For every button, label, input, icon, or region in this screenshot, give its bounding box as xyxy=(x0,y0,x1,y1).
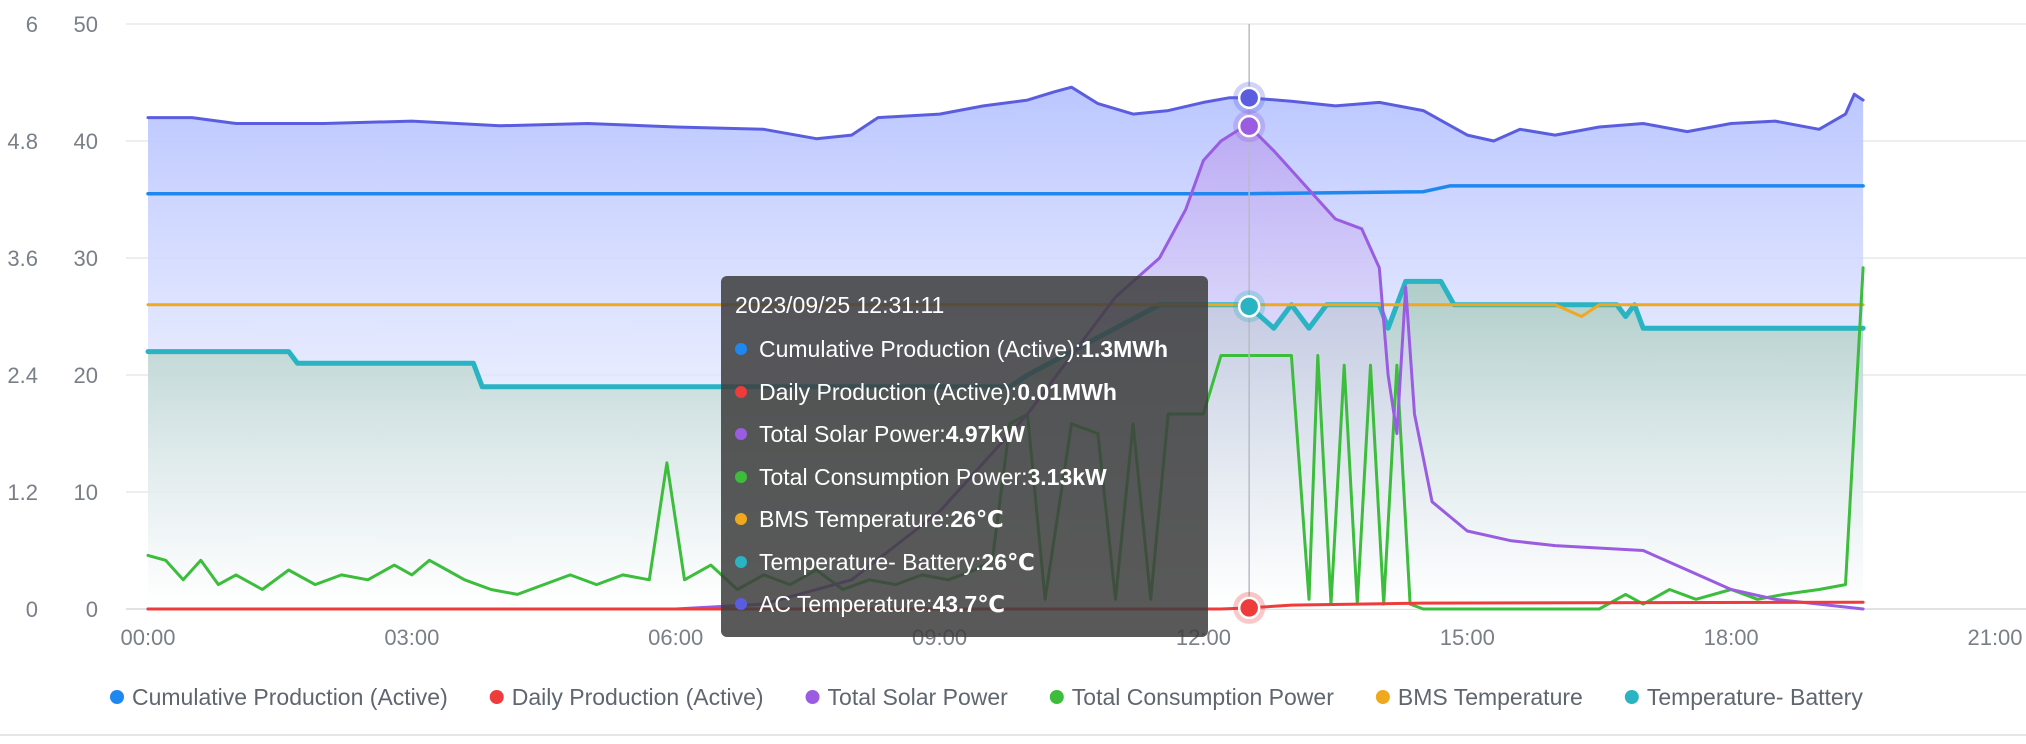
legend-item-cumulative-production-active[interactable]: Cumulative Production (Active) xyxy=(110,684,448,710)
legend-dot-icon xyxy=(805,690,820,704)
x-tick-label: 21:00 xyxy=(1967,625,2022,650)
y-left-tick-label: 4.8 xyxy=(7,129,38,154)
legend-label: Daily Production (Active) xyxy=(512,684,764,710)
tooltip-row: Daily Production (Active): 0.01MWh xyxy=(735,371,1194,414)
y-right-tick-label: 10 xyxy=(74,480,98,505)
tooltip-value: 26℃ xyxy=(981,548,1035,575)
legend-dot-icon xyxy=(1375,690,1390,704)
axes: 6 50 4.8 40 3.6 30 2.4 20 1.2 10 0 0 00:00 03:00 06:00… xyxy=(0,12,2026,736)
tooltip-dot-icon xyxy=(735,343,747,356)
tooltip-row: Total Consumption Power: 3.13kW xyxy=(735,456,1194,499)
hover-marker-total-solar-power xyxy=(1237,114,1261,138)
tooltip-rows: Cumulative Production (Active): 1.3MWh Dai… xyxy=(735,328,1194,626)
chart-tooltip: 2023/09/25 12:31:11 Cumulative Productio… xyxy=(721,276,1208,637)
legend-item-total-consumption-power[interactable]: Total Consumption Power xyxy=(1049,684,1334,710)
legend-dot-icon xyxy=(1049,690,1064,704)
series-line-cumulative-production-active xyxy=(146,184,1865,196)
y-left-tick-label: 3.6 xyxy=(7,246,38,271)
legend-item-temperature-battery[interactable]: Temperature- Battery xyxy=(1624,684,1864,710)
tooltip-value: 4.97kW xyxy=(945,421,1025,447)
y-left-tick-label: 2.4 xyxy=(7,363,38,388)
x-tick-label: 03:00 xyxy=(384,625,439,650)
tooltip-value: 0.01MWh xyxy=(1017,378,1117,405)
tooltip-dot-icon xyxy=(735,385,747,398)
tooltip-dot-icon xyxy=(735,598,747,611)
y-right-tick-label: 40 xyxy=(74,129,98,154)
tooltip-label: AC Temperature: xyxy=(759,591,933,617)
tooltip-dot-icon xyxy=(735,513,747,526)
tooltip-row: Temperature- Battery: 26℃ xyxy=(735,541,1194,584)
y-right-tick-label: 30 xyxy=(74,246,98,271)
y-left-tick-label: 6 xyxy=(26,12,38,37)
tooltip-label: Daily Production (Active): xyxy=(759,378,1018,405)
legend-dot-icon xyxy=(489,690,504,704)
hover-marker-ac-temperature xyxy=(1237,86,1261,110)
legend-item-bms-temperature[interactable]: BMS Temperature xyxy=(1375,684,1583,710)
tooltip-label: Temperature- Battery: xyxy=(759,548,982,575)
tooltip-row: AC Temperature: 43.7℃ xyxy=(735,583,1194,626)
y-right-tick-label: 50 xyxy=(74,12,98,37)
series-line-ac-temperature xyxy=(146,85,1865,143)
tooltip-label: Cumulative Production (Active): xyxy=(759,336,1082,362)
tooltip-dot-icon xyxy=(735,470,747,483)
tooltip-value: 26℃ xyxy=(950,506,1004,532)
legend-dot-icon xyxy=(1624,690,1639,704)
y-left-tick-label: 1.2 xyxy=(7,480,38,505)
legend-label: Total Solar Power xyxy=(828,684,1009,710)
legend-dot-icon xyxy=(110,690,124,704)
cursor-layer xyxy=(1233,24,1266,624)
x-tick-label: 18:00 xyxy=(1704,625,1759,650)
tooltip-title: 2023/09/25 12:31:11 xyxy=(735,292,945,318)
hover-marker-temperature-battery xyxy=(1237,295,1261,318)
x-tick-label: 00:00 xyxy=(120,625,175,650)
hover-marker-daily-production-active xyxy=(1237,596,1261,620)
legend-label: Temperature- Battery xyxy=(1647,684,1864,710)
tooltip-row: Total Solar Power: 4.97kW xyxy=(735,413,1194,456)
tooltip-dot-icon xyxy=(735,428,747,441)
legend-item-daily-production-active[interactable]: Daily Production (Active) xyxy=(489,684,764,710)
tooltip-value: 1.3MWh xyxy=(1081,336,1169,362)
tooltip-label: BMS Temperature: xyxy=(759,506,951,532)
legend-item-total-solar-power[interactable]: Total Solar Power xyxy=(805,684,1009,710)
tooltip-value: 43.7℃ xyxy=(932,591,1006,617)
legend-label: BMS Temperature xyxy=(1398,684,1583,710)
y-left-tick-label: 0 xyxy=(26,597,38,622)
tooltip-row: BMS Temperature: 26℃ xyxy=(735,498,1194,541)
legend-label: Total Consumption Power xyxy=(1072,684,1334,710)
tooltip-dot-icon xyxy=(735,555,747,568)
tooltip-row: Cumulative Production (Active): 1.3MWh xyxy=(735,328,1194,371)
y-right-tick-label: 20 xyxy=(74,363,98,388)
tooltip-value: 3.13kW xyxy=(1027,463,1107,490)
legend-label: Cumulative Production (Active) xyxy=(132,684,448,710)
x-tick-label: 15:00 xyxy=(1440,625,1495,650)
series-line-temperature-battery xyxy=(145,278,1866,390)
y-right-tick-label: 0 xyxy=(86,597,98,622)
legend[interactable]: Cumulative Production (Active) Daily Prod… xyxy=(110,684,1863,710)
tooltip-label: Total Consumption Power: xyxy=(759,463,1028,490)
tooltip-label: Total Solar Power: xyxy=(759,421,946,447)
x-tick-label: 06:00 xyxy=(648,625,703,650)
